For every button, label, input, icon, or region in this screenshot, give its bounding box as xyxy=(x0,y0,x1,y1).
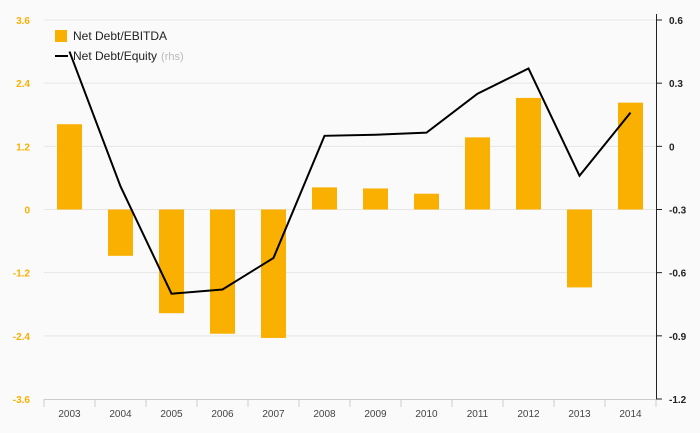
line-series xyxy=(68,51,632,295)
y-left-tick-label-4: -1.2 xyxy=(13,269,31,280)
bar-2003 xyxy=(57,124,82,210)
bar-2008 xyxy=(312,187,337,210)
axes: 2003 2004 2005 2006 2007 2008 2009 2010 2011 2012… xyxy=(13,14,687,420)
x-tick-label-2006: 2006 xyxy=(211,409,234,420)
x-tick-label-2008: 2008 xyxy=(313,409,336,420)
x-tick-label-2013: 2013 xyxy=(568,409,591,420)
x-tick-label-2007: 2007 xyxy=(262,409,285,420)
x-tick-label-2011: 2011 xyxy=(467,409,489,420)
y-left-tick-label-2: 1.2 xyxy=(16,142,30,153)
bar-2014 xyxy=(618,102,643,210)
x-tick-label-2009: 2009 xyxy=(364,409,387,420)
bar-2006 xyxy=(210,209,235,334)
bar-2007 xyxy=(261,209,286,338)
legend-label-line-suffix: (rhs) xyxy=(161,51,184,63)
x-tick-label-2010: 2010 xyxy=(415,409,438,420)
y-right-tick-label-1: 0.3 xyxy=(669,79,683,90)
y-right-tick-label-0: 0.6 xyxy=(669,16,683,27)
x-tick-label-2014: 2014 xyxy=(619,409,642,420)
line-net-debt-equity xyxy=(68,51,632,295)
x-tick-label-2004: 2004 xyxy=(109,409,132,420)
y-left-tick-label-0: 3.6 xyxy=(16,16,30,27)
grid-lines xyxy=(44,19,656,337)
y-left-tick-label-3: 0 xyxy=(24,206,30,217)
y-left-tick-label-6: -3.6 xyxy=(13,395,31,406)
x-tick-label-2005: 2005 xyxy=(160,409,183,420)
y-right-tick-label-5: -0.9 xyxy=(669,332,687,343)
y-left-tick-label-1: 2.4 xyxy=(16,79,30,90)
x-tick-label-2003: 2003 xyxy=(58,409,81,420)
y-right-tick-label-4: -0.6 xyxy=(669,269,687,280)
bar-series xyxy=(57,97,643,338)
bar-2004 xyxy=(108,209,133,256)
x-tick-label-2012: 2012 xyxy=(517,409,540,420)
bar-2012 xyxy=(516,97,541,210)
y-right-tick-label-2: 0 xyxy=(669,142,675,153)
legend-label-line-name: Net Debt/Equity xyxy=(73,49,157,63)
legend-label-bar: Net Debt/EBITDA xyxy=(73,29,167,43)
bar-2009 xyxy=(363,188,388,210)
y-left-tick-label-5: -2.4 xyxy=(13,332,31,343)
legend: Net Debt/EBITDA Net Debt/Equity (rhs) xyxy=(55,29,184,63)
bar-2013 xyxy=(567,209,592,288)
bar-2010 xyxy=(414,193,439,210)
bar-2005 xyxy=(159,209,184,314)
y-right-tick-label-3: -0.3 xyxy=(669,206,687,217)
legend-swatch-bar xyxy=(55,30,67,42)
y-right-tick-label-6: -1.2 xyxy=(669,395,687,406)
legend-label-line: Net Debt/Equity (rhs) xyxy=(73,49,184,63)
bar-2011 xyxy=(465,137,490,210)
